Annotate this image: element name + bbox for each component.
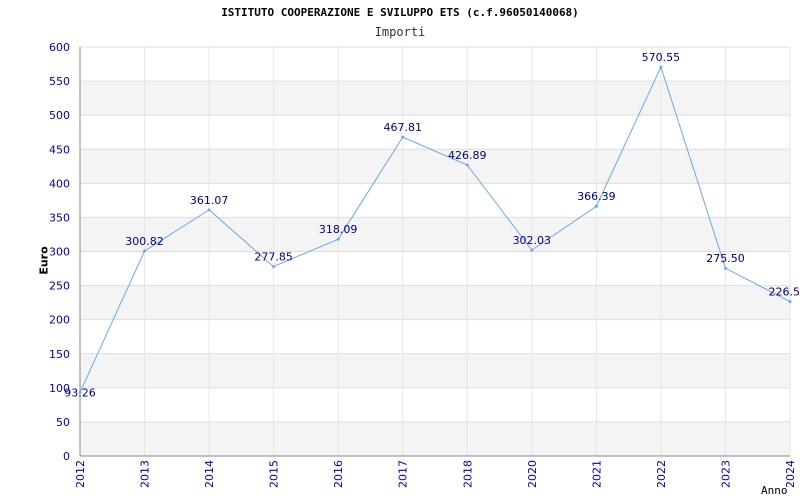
y-tick-label: 550 <box>49 75 70 88</box>
x-tick-label: 2015 <box>268 460 281 488</box>
y-tick-label: 100 <box>49 382 70 395</box>
data-label: 300.82 <box>125 235 164 248</box>
y-tick-label: 150 <box>49 348 70 361</box>
x-tick-label: 2017 <box>397 460 410 488</box>
x-tick-label: 2021 <box>590 460 603 488</box>
data-label: 570.55 <box>642 51 681 64</box>
chart-subtitle: Importi <box>374 25 426 39</box>
data-point <box>78 390 82 394</box>
y-tick-label: 400 <box>49 177 70 190</box>
data-label: 93.26 <box>64 386 96 399</box>
data-label: 426.89 <box>448 149 487 162</box>
x-tick-label: 2024 <box>784 460 797 488</box>
y-tick-label: 500 <box>49 109 70 122</box>
y-tick-label: 450 <box>49 143 70 156</box>
data-label: 318.09 <box>319 223 358 236</box>
series-line <box>79 65 791 393</box>
data-label: 302.03 <box>513 234 552 247</box>
grid-band <box>80 285 790 320</box>
chart-title: ISTITUTO COOPERAZIONE E SVILUPPO ETS (c.… <box>221 6 579 19</box>
grid-band <box>80 183 790 218</box>
data-label: 275.50 <box>706 252 745 265</box>
x-tick-label: 2014 <box>203 460 216 488</box>
x-axis-label: Anno <box>761 484 788 497</box>
y-tick-label: 300 <box>49 246 70 259</box>
grid-band <box>80 421 790 456</box>
data-label: 366.39 <box>577 190 616 203</box>
grid-band <box>80 47 790 82</box>
data-point <box>465 163 469 167</box>
data-label: 361.07 <box>190 194 229 207</box>
y-tick-label: 200 <box>49 314 70 327</box>
data-point <box>401 135 405 139</box>
data-point <box>336 237 340 241</box>
data-label: 226.5 <box>769 286 800 299</box>
data-point <box>143 249 147 253</box>
x-tick-label: 2022 <box>655 460 668 488</box>
grid-band <box>80 149 790 184</box>
grid-band <box>80 319 790 354</box>
data-point <box>788 300 792 304</box>
x-tick-label: 2016 <box>332 460 345 488</box>
data-point <box>272 265 276 269</box>
data-point <box>659 65 663 69</box>
grid-band <box>80 217 790 252</box>
grid-band <box>80 387 790 422</box>
y-tick-label: 250 <box>49 280 70 293</box>
data-point <box>530 248 534 252</box>
grid-band <box>80 115 790 150</box>
grid-band <box>80 353 790 388</box>
grid-band <box>80 251 790 286</box>
data-point <box>723 266 727 270</box>
x-tick-label: 2013 <box>139 460 152 488</box>
data-label: 467.81 <box>383 121 422 134</box>
x-tick-label: 2020 <box>526 460 539 488</box>
y-tick-label: 350 <box>49 211 70 224</box>
grid-band <box>80 81 790 116</box>
data-label: 277.85 <box>254 251 293 264</box>
y-tick-label: 0 <box>63 450 70 463</box>
y-tick-label: 600 <box>49 41 70 54</box>
data-point <box>594 204 598 208</box>
x-tick-label: 2012 <box>74 460 87 488</box>
x-tick-label: 2018 <box>461 460 474 488</box>
y-tick-label: 50 <box>56 416 70 429</box>
data-point <box>207 208 211 212</box>
x-tick-label: 2023 <box>719 460 732 488</box>
